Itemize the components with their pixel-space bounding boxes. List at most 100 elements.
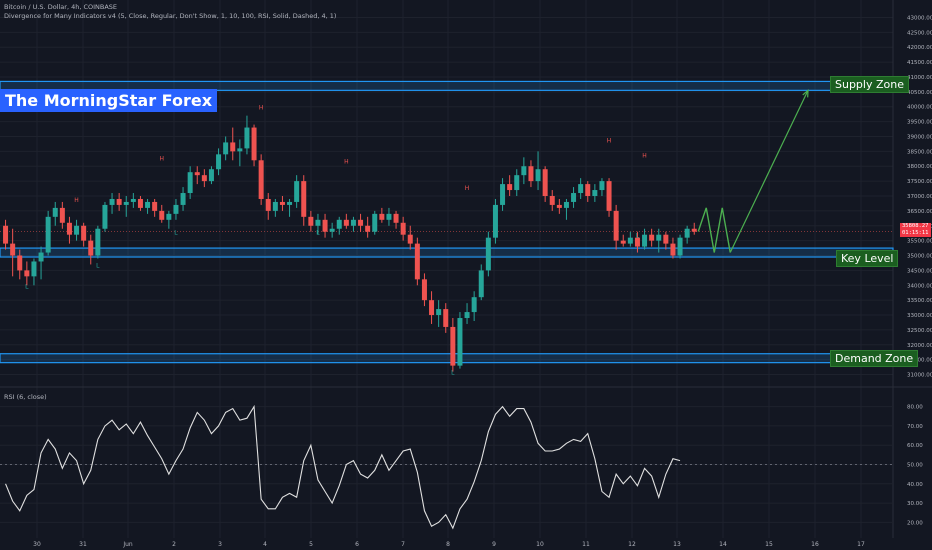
candle-body bbox=[393, 213, 399, 223]
candle-body bbox=[31, 261, 37, 277]
candle-body bbox=[400, 222, 406, 235]
projection-lines bbox=[697, 88, 809, 253]
time-axis-label: 14 bbox=[719, 541, 727, 548]
candle-body bbox=[571, 193, 577, 202]
price-axis-label: 38500.00 bbox=[907, 149, 932, 155]
divergence-low-marker: L bbox=[451, 370, 455, 377]
candle-body bbox=[223, 142, 229, 155]
candle-body bbox=[301, 181, 307, 217]
candle-body bbox=[343, 219, 349, 226]
rsi-line bbox=[5, 404, 681, 530]
hl-markers: H H H H H H H L L L L L L bbox=[25, 105, 647, 377]
candle-body bbox=[535, 169, 541, 182]
candle-body bbox=[17, 255, 23, 271]
time-axis-label: 7 bbox=[401, 541, 405, 548]
candle-body bbox=[336, 219, 342, 229]
price-axis-label: 32500.00 bbox=[907, 328, 932, 334]
candle-body bbox=[592, 190, 598, 196]
time-axis-label: 31 bbox=[79, 541, 87, 548]
candle-body bbox=[578, 184, 584, 194]
candle-body bbox=[464, 312, 470, 319]
candle-body bbox=[24, 270, 30, 277]
candle-body bbox=[350, 219, 356, 226]
candle-body bbox=[166, 213, 172, 220]
divergence-low-marker: L bbox=[25, 283, 29, 290]
time-axis-label: 13 bbox=[673, 541, 681, 548]
candle-body bbox=[670, 243, 676, 256]
candle-body bbox=[237, 148, 243, 152]
candle-body bbox=[159, 210, 165, 220]
candle-body bbox=[95, 228, 101, 256]
candle-body bbox=[507, 184, 513, 191]
divergence-high-marker: H bbox=[344, 158, 349, 165]
axes: 31000.00 31500.00 32000.00 32500.00 33000.00… bbox=[33, 15, 932, 548]
price-axis-label: 33500.00 bbox=[907, 298, 932, 304]
candle-body bbox=[414, 243, 420, 280]
time-axis-label: 12 bbox=[628, 541, 636, 548]
candle-body bbox=[81, 225, 87, 241]
candle-body bbox=[599, 181, 605, 191]
price-axis-label: 35000.00 bbox=[907, 254, 932, 260]
candle-body bbox=[180, 193, 186, 205]
price-axis-label: 34000.00 bbox=[907, 283, 932, 289]
candle-body bbox=[45, 216, 51, 253]
price-axis-label: 43000.00 bbox=[907, 15, 932, 21]
price-tag: 35808.27 01:15:11 bbox=[900, 223, 931, 237]
candle-body bbox=[194, 172, 200, 176]
candle-body bbox=[684, 228, 690, 238]
rsi-axis-label: 60.00 bbox=[907, 443, 923, 449]
price-axis-label: 41000.00 bbox=[907, 75, 932, 81]
candle-body bbox=[379, 213, 385, 220]
rsi-axis-label: 50.00 bbox=[907, 463, 923, 469]
candle-body bbox=[443, 309, 449, 327]
time-axis-label: 30 bbox=[33, 541, 41, 548]
candle-body bbox=[620, 240, 626, 244]
price-axis-label: 41500.00 bbox=[907, 60, 932, 66]
candle-body bbox=[137, 198, 143, 208]
candle-body bbox=[386, 213, 392, 220]
candle-body bbox=[514, 175, 520, 191]
price-axis-label: 37000.00 bbox=[907, 194, 932, 200]
candle-body bbox=[201, 175, 207, 182]
candle-body bbox=[642, 234, 648, 247]
candle-body bbox=[436, 309, 442, 316]
candle-body bbox=[528, 166, 534, 182]
divergence-low-marker: L bbox=[96, 262, 100, 269]
candle-body bbox=[358, 219, 364, 226]
candle-body bbox=[173, 204, 179, 214]
candle-body bbox=[116, 198, 122, 205]
price-axis-label: 42500.00 bbox=[907, 30, 932, 36]
candle-body bbox=[102, 204, 108, 229]
chart-symbol-title: Bitcoin / U.S. Dollar, 4h, COINBASE bbox=[4, 3, 118, 11]
candle-body bbox=[265, 198, 271, 211]
price-axis-label: 34500.00 bbox=[907, 268, 932, 274]
rsi-pane bbox=[0, 404, 893, 530]
time-axis-label: 2 bbox=[172, 541, 176, 548]
candle-body bbox=[123, 201, 129, 205]
time-axis-label: Jun bbox=[122, 541, 133, 548]
divergence-high-marker: H bbox=[259, 105, 264, 112]
candle-body bbox=[59, 207, 65, 223]
candle-body bbox=[457, 318, 463, 366]
brand-watermark: The MorningStar Forex bbox=[0, 89, 218, 112]
divergence-high-marker: H bbox=[465, 185, 470, 192]
price-axis-label: 31500.00 bbox=[907, 358, 932, 364]
candle-body bbox=[663, 234, 669, 244]
candle-body bbox=[634, 237, 640, 247]
time-axis-label: 5 bbox=[309, 541, 313, 548]
candle-body bbox=[208, 169, 214, 182]
time-axis-label: 10 bbox=[536, 541, 544, 548]
rsi-axis-label: 30.00 bbox=[907, 501, 923, 507]
candle-body bbox=[492, 204, 498, 238]
candle-body bbox=[450, 326, 456, 366]
price-axis-label: 40000.00 bbox=[907, 105, 932, 111]
time-axis-label: 8 bbox=[446, 541, 450, 548]
candle-body bbox=[606, 181, 612, 211]
zone-band bbox=[0, 247, 894, 258]
candle-body bbox=[429, 300, 435, 316]
price-axis-label: 35500.00 bbox=[907, 239, 932, 245]
time-axis-label: 11 bbox=[582, 541, 590, 548]
candles bbox=[3, 115, 697, 372]
candle-body bbox=[3, 225, 9, 244]
indicator-label: Divergence for Many Indicators v4 (5, Cl… bbox=[4, 12, 337, 20]
